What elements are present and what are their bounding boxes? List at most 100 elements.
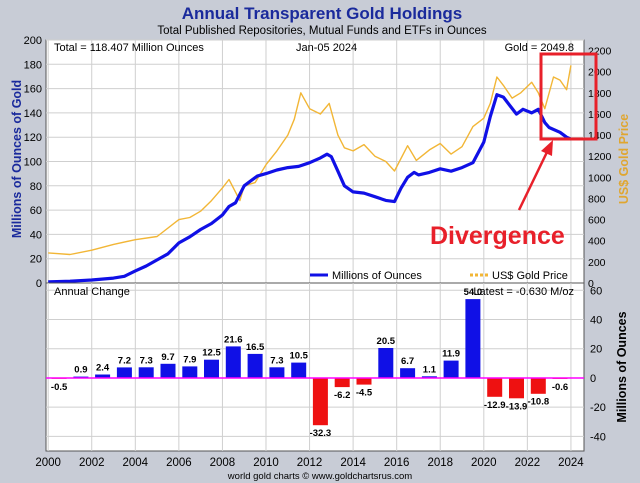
annual-change-value-label: 12.5 [202, 348, 221, 359]
annual-change-bar [400, 368, 416, 378]
x-tick-label: 2010 [253, 457, 279, 469]
annual-change-value-label: 7.3 [140, 355, 153, 366]
gold-price-line [48, 65, 572, 256]
left-y-tick-label: 160 [24, 84, 42, 96]
legend-holdings-label: Millions of Ounces [332, 270, 422, 282]
right-y-tick-label: 400 [588, 236, 606, 248]
left-y-tick-label: 180 [24, 59, 42, 71]
annual-change-value-label: 1.1 [423, 364, 437, 375]
right-y-tick-label: 2000 [588, 67, 612, 79]
right-y-tick-label: 2200 [588, 46, 612, 58]
annual-change-value-label: 9.7 [161, 352, 174, 363]
annual-change-bar [182, 366, 198, 378]
annual-change-bar [509, 378, 524, 399]
chart-date: Jan-05 2024 [296, 42, 357, 54]
left-y-tick-label: 20 [30, 254, 42, 266]
annual-change-bar [487, 378, 503, 397]
divergence-arrow [517, 149, 550, 211]
annual-change-bar [116, 367, 132, 378]
annual-change-bar [291, 362, 307, 378]
annual-change-bars [51, 299, 568, 426]
annual-change-bar [269, 367, 285, 378]
annual-change-value-label: 20.5 [377, 336, 396, 347]
annual-change-value-label: 54.0 [464, 287, 483, 298]
divergence-annotation: Divergence [430, 222, 565, 250]
x-tick-label: 2004 [123, 457, 149, 469]
left-y-tick-label: 140 [24, 108, 42, 120]
left-y-tick-label: 0 [36, 278, 42, 290]
bottom-y-tick-label: -20 [590, 402, 606, 414]
annual-change-value-label: -10.8 [527, 397, 549, 408]
annual-change-value-label: 21.6 [224, 334, 243, 345]
x-tick-label: 2012 [297, 457, 323, 469]
left-y-tick-label: 60 [30, 205, 42, 217]
x-axis-ticks: 2000 2002 2004 2006 2008 2010 2012 2014 2016 2018… [35, 457, 584, 469]
legend-gold-label: US$ Gold Price [492, 270, 568, 282]
right-y-tick-label: 1800 [588, 88, 612, 100]
bottom-axis-ticks: -40 -20 0 20 40 60 [590, 285, 606, 443]
annual-change-bar [378, 348, 394, 378]
annual-change-value-label: 16.5 [246, 342, 265, 353]
annual-change-bar [530, 378, 546, 394]
x-tick-label: 2008 [210, 457, 236, 469]
left-y-tick-label: 100 [24, 157, 42, 169]
annual-change-labels: -0.5 0.9 2.4 7.2 7.3 9.7 7.9 12.521.616.5 7.3 10.… [51, 287, 568, 439]
total-holdings-label: Total = 118.407 Million Ounces [54, 42, 204, 54]
annual-change-bar [160, 363, 176, 378]
right-y-tick-label: 0 [588, 278, 594, 290]
annual-change-bar [204, 359, 219, 378]
annual-change-title: Annual Change [54, 286, 130, 298]
left-y-tick-label: 40 [30, 229, 42, 241]
x-tick-label: 2016 [384, 457, 410, 469]
annual-change-bar [247, 353, 263, 378]
annual-change-value-label: 6.7 [401, 356, 414, 367]
latest-change-label: Latest = -0.630 M/oz [473, 286, 574, 298]
left-axis-ticks: 0 20 40 60 80 100 120 140 160 180 200 [24, 35, 42, 290]
annual-change-bar [334, 378, 350, 388]
right-y-tick-label: 1600 [588, 109, 612, 121]
bottom-y-tick-label: -40 [590, 431, 606, 443]
annual-change-bar [312, 378, 328, 426]
left-y-tick-label: 120 [24, 132, 42, 144]
right-y-tick-label: 1000 [588, 172, 612, 184]
annual-change-bar [465, 299, 481, 378]
bottom-y-tick-label: 20 [590, 344, 602, 356]
annual-change-value-label: 7.3 [270, 355, 283, 366]
x-tick-label: 2014 [340, 457, 366, 469]
annual-change-value-label: -12.9 [484, 400, 506, 411]
annual-change-bar [138, 367, 154, 378]
divergence-arrow-head [541, 140, 553, 156]
annual-change-bar [95, 374, 111, 378]
footer-credit: world gold charts © www.goldchartsrus.co… [227, 471, 412, 482]
annual-change-bar [356, 378, 372, 385]
annual-change-value-label: -6.2 [334, 390, 350, 401]
bottom-y-tick-label: 0 [590, 373, 596, 385]
bottom-axis-title: Millions of Ounces [615, 311, 629, 422]
x-tick-label: 2002 [79, 457, 105, 469]
annual-change-value-label: 7.2 [118, 355, 131, 366]
holdings-line [48, 93, 572, 284]
divergence-highlight-box [539, 52, 598, 141]
x-tick-label: 2000 [35, 457, 61, 469]
right-y-tick-label: 600 [588, 215, 606, 227]
right-y-tick-label: 1200 [588, 151, 612, 163]
annual-change-value-label: 10.5 [289, 351, 308, 362]
x-tick-label: 2022 [515, 457, 541, 469]
annual-change-value-label: 0.9 [74, 365, 87, 376]
annual-change-value-label: -4.5 [356, 388, 373, 399]
x-tick-label: 2020 [471, 457, 497, 469]
left-axis-title: Millions of Ounces of Gold [10, 80, 24, 238]
annual-change-value-label: 7.9 [183, 354, 196, 365]
x-tick-label: 2024 [558, 457, 584, 469]
right-y-tick-label: 800 [588, 193, 606, 205]
x-tick-label: 2018 [427, 457, 453, 469]
annual-change-value-label: -0.6 [552, 382, 568, 393]
annual-change-value-label: 11.9 [442, 349, 460, 360]
annual-change-bar [443, 360, 459, 378]
annual-change-bar [421, 376, 437, 378]
left-y-tick-label: 80 [30, 181, 42, 193]
right-axis-title: US$ Gold Price [617, 114, 631, 204]
bottom-y-tick-label: 60 [590, 285, 602, 297]
chart-title: Annual Transparent Gold Holdings [182, 4, 463, 23]
chart-subtitle: Total Published Repositories, Mutual Fun… [157, 25, 486, 37]
